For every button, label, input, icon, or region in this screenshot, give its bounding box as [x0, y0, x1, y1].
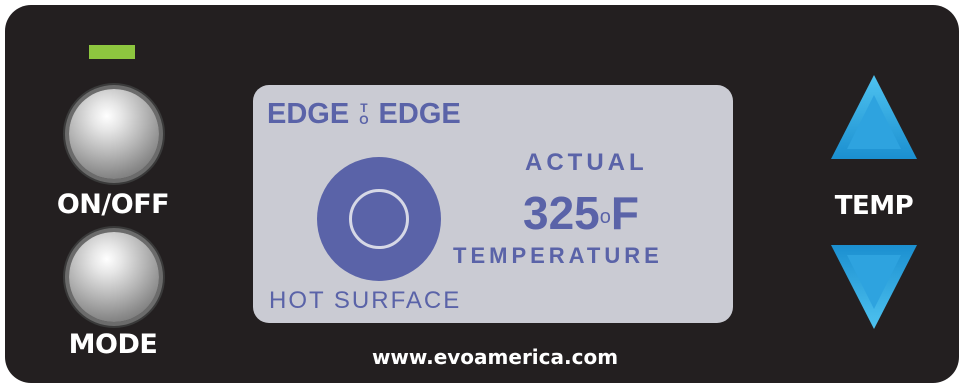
brand-to: T O [359, 102, 368, 126]
hot-surface-icon [317, 157, 441, 281]
brand-word-left: EDGE [267, 98, 350, 130]
control-panel: ON/OFF MODE EDGE T O EDGE HOT SURFACE AC… [5, 5, 959, 383]
mode-button[interactable] [69, 232, 159, 322]
on-off-label: ON/OFF [56, 189, 170, 220]
actual-label: ACTUAL [525, 149, 648, 176]
temp-label: TEMP [834, 191, 914, 221]
brand-to-bottom: O [359, 113, 369, 127]
on-off-button[interactable] [69, 89, 159, 179]
mode-label: MODE [68, 329, 158, 360]
lcd-display: EDGE T O EDGE HOT SURFACE ACTUAL 325oF T… [253, 85, 733, 323]
temperature-value: 325 [523, 187, 600, 239]
degree-symbol: o [599, 206, 611, 228]
temperature-unit: F [610, 187, 639, 239]
temp-up-button[interactable] [829, 73, 919, 163]
brand-logo: EDGE T O EDGE [267, 97, 461, 131]
surface-ring [349, 189, 409, 249]
hot-surface-label: HOT SURFACE [269, 287, 462, 314]
temperature-readout: 325oF [523, 187, 639, 239]
power-led-icon [89, 45, 135, 59]
website-url: www.evoamerica.com [371, 345, 619, 369]
brand-to-top: T [360, 101, 368, 115]
brand-word-right: EDGE [378, 98, 461, 130]
temperature-label: TEMPERATURE [453, 243, 663, 268]
temp-down-button[interactable] [829, 241, 919, 331]
